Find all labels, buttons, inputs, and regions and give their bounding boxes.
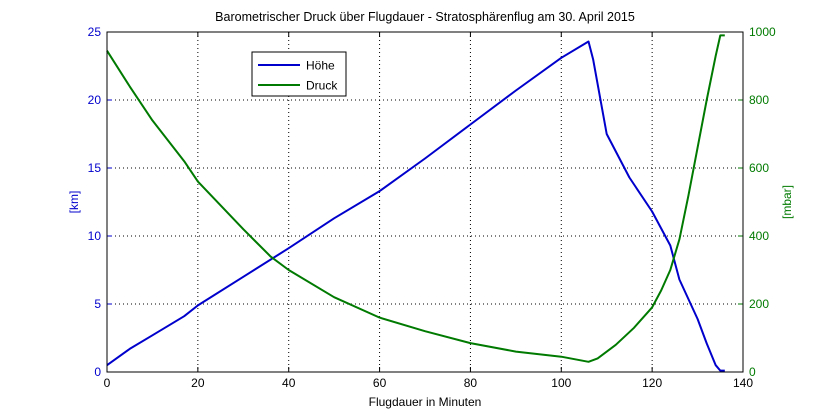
x-tick-label: 40 — [282, 376, 296, 390]
series-line-druck — [106, 34, 725, 363]
y-right-tick-label: 0 — [749, 365, 756, 379]
x-tick-label: 80 — [464, 376, 478, 390]
x-axis-label: Flugdauer in Minuten — [369, 395, 482, 409]
y-left-tick-label: 10 — [88, 229, 102, 243]
y-left-tick-label: 5 — [94, 297, 101, 311]
legend: Höhe Druck — [251, 51, 347, 97]
x-tick-label: 100 — [551, 376, 571, 390]
x-tick-label: 0 — [104, 376, 111, 390]
y-right-tick-label: 800 — [749, 93, 769, 107]
y-right-axis-label: [mbar] — [780, 185, 794, 219]
legend-label-druck: Druck — [306, 79, 338, 93]
legend-box — [251, 51, 347, 97]
y-right-tick-label: 400 — [749, 229, 769, 243]
y-left-tick-label: 0 — [94, 365, 101, 379]
axis-ticks: 0 20 40 60 80 100 120 1400510152025020040060080… — [88, 25, 776, 390]
x-tick-label: 60 — [373, 376, 387, 390]
plot-area — [106, 31, 744, 373]
chart-title: Barometrischer Druck über Flugdauer - St… — [215, 10, 635, 24]
x-tick-label: 120 — [642, 376, 662, 390]
y-left-tick-label: 25 — [88, 25, 102, 39]
x-tick-label: 20 — [191, 376, 205, 390]
series-line-hoehe — [106, 40, 725, 372]
y-right-tick-label: 200 — [749, 297, 769, 311]
y-left-axis-label: [km] — [67, 191, 81, 214]
y-right-tick-label: 600 — [749, 161, 769, 175]
grid — [107, 32, 743, 372]
y-left-tick-label: 20 — [88, 93, 102, 107]
x-tick-label: 140 — [733, 376, 753, 390]
series-lines — [106, 34, 725, 372]
legend-label-hoehe: Höhe — [306, 59, 335, 73]
y-left-tick-label: 15 — [88, 161, 102, 175]
y-right-tick-label: 1000 — [749, 25, 776, 39]
